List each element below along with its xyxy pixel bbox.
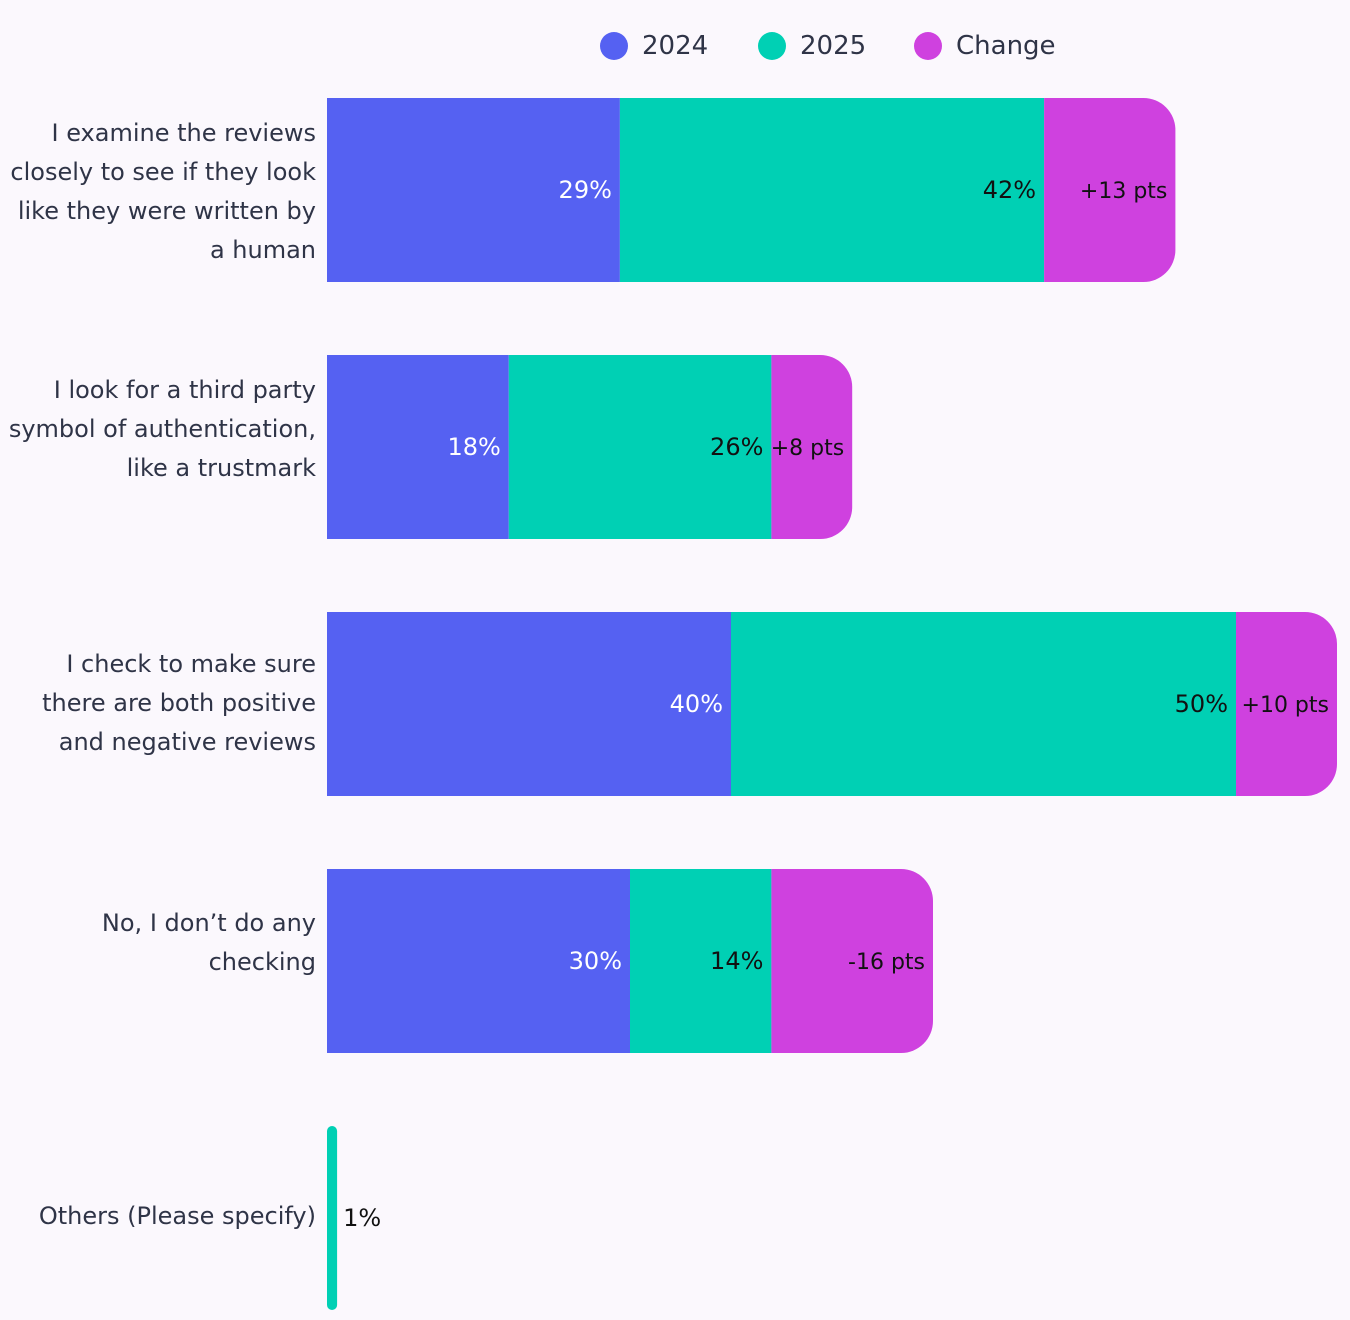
bar-2025-4 [327,1126,338,1310]
bar-change-3 [771,869,933,1053]
bar-2024-1 [327,355,509,539]
bar-2025-1 [508,355,772,539]
bar-2025-0 [619,98,1045,282]
legend-swatch-2024 [600,32,628,60]
legend-swatch-2025 [758,32,786,60]
category-label-positive-negative: I check to make sure there are both posi… [42,650,316,756]
bar-2024-3 [327,869,630,1053]
bar-2025-2 [731,612,1236,796]
legend-item-2025: 2025 [758,26,866,66]
bar-2025-3 [630,869,772,1053]
legend-label-change: Change [956,31,1056,61]
data-label-change-2: +10 pts [1242,693,1329,718]
data-label-2024-3: 30% [569,947,622,975]
legend-item-2024: 2024 [600,26,708,66]
legend: 2024 2025 Change [0,26,1350,66]
legend-swatch-change [914,32,942,60]
category-label-others: Others (Please specify) [38,1202,316,1230]
legend-label-2024: 2024 [642,31,709,61]
data-label-2024-1: 18% [447,433,500,461]
data-label-2025-4: 1% [343,1204,381,1232]
bar-change-2 [1236,612,1337,796]
category-label-no-checking: No, I don’t do any checking [101,909,316,976]
data-label-2025-0: 42% [983,176,1036,204]
legend-item-change: Change [914,26,1056,66]
data-label-2024-2: 40% [670,690,723,718]
bar-change-0 [1044,98,1176,282]
data-label-change-3: -16 pts [848,950,925,975]
category-label-examine-reviews: I examine the reviews closely to see if … [10,119,316,264]
bar-change-1 [771,355,853,539]
legend-label-2025: 2025 [800,31,867,61]
data-label-2025-1: 26% [710,433,763,461]
data-label-2025-2: 50% [1175,690,1228,718]
bar-2024-0 [327,98,620,282]
bar-2024-2 [327,612,731,796]
data-label-2025-3: 14% [710,947,763,975]
data-label-change-1: +8 pts [771,436,844,461]
data-label-2024-0: 29% [559,176,612,204]
category-label-third-party-symbol: I look for a third party symbol of authe… [8,376,316,482]
data-label-change-0: +13 pts [1080,179,1167,204]
